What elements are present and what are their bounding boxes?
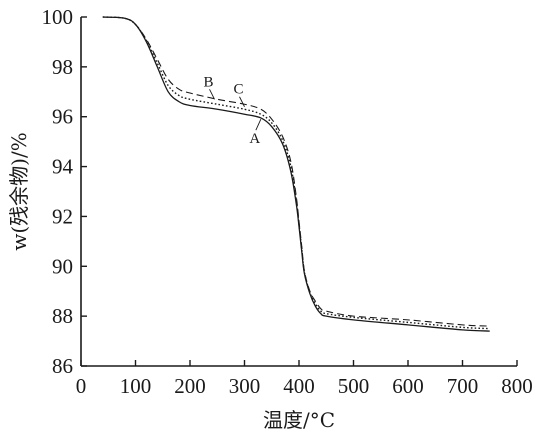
- y-tick-label: 86: [52, 354, 73, 378]
- y-tick-label: 92: [52, 204, 73, 228]
- series-layer: [102, 16, 490, 332]
- annotation-leader-a: [255, 119, 262, 131]
- x-tick-label: 0: [76, 374, 87, 398]
- x-tick-label: 300: [229, 374, 261, 398]
- x-tick-label: 400: [283, 374, 315, 398]
- y-axis-title: w(残余物)/%: [7, 132, 31, 250]
- annotation-label-a: A: [249, 131, 260, 147]
- series-line-a: [102, 16, 490, 332]
- y-tick-label: 90: [52, 254, 73, 278]
- y-tick-label: 96: [52, 105, 73, 129]
- annotation-leader-b: [209, 89, 215, 100]
- annotation-leader-c: [239, 96, 245, 107]
- annotation-label-c: C: [233, 82, 243, 98]
- x-tick-label: 800: [501, 374, 533, 398]
- y-tick-label: 98: [52, 55, 73, 79]
- annotation-label-b: B: [204, 74, 214, 90]
- x-tick-label: 500: [338, 374, 370, 398]
- y-tick-label: 100: [42, 5, 74, 29]
- x-tick-label: 600: [392, 374, 424, 398]
- y-tick-label: 94: [52, 155, 74, 179]
- x-tick-label: 100: [120, 374, 152, 398]
- x-tick-label: 700: [447, 374, 479, 398]
- x-axis-title: 温度/°C: [263, 408, 335, 432]
- annotation-layer: A B C: [204, 74, 262, 147]
- x-ticks: 0 100 200 300 400 500 600 700 800: [76, 360, 533, 398]
- y-ticks: 86 88 90 92 94 96 98 100: [42, 5, 87, 378]
- series-line-c: [102, 16, 490, 330]
- axes: [80, 17, 517, 367]
- x-tick-label: 200: [174, 374, 206, 398]
- y-tick-label: 88: [52, 304, 73, 328]
- series-line-b: [102, 16, 490, 327]
